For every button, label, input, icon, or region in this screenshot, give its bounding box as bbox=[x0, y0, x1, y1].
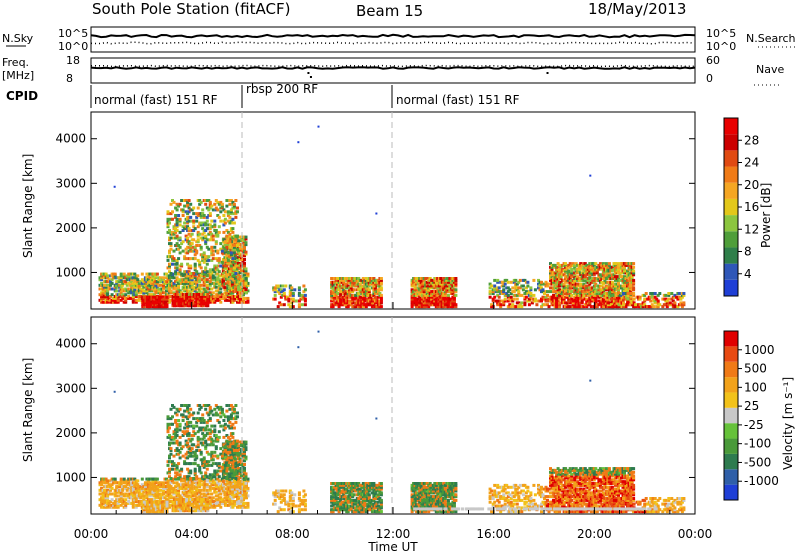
velocity-y-axis: 1000 2000 3000 4000 bbox=[55, 337, 695, 484]
frequency-panel: Freq. [MHz] 18 8 60 0 Nave bbox=[2, 54, 784, 86]
date-label: 18/May/2013 bbox=[588, 0, 686, 18]
x-tick-1: 04:00 bbox=[174, 527, 209, 541]
power-ytick-1000: 1000 bbox=[55, 265, 86, 279]
noise-right-tick-bottom: 10^0 bbox=[706, 40, 736, 53]
power-data bbox=[98, 125, 686, 309]
cpid-segment-3: normal (fast) 151 RF bbox=[396, 93, 520, 107]
nsearch-trace bbox=[90, 41, 696, 45]
freq-ytick-top: 18 bbox=[66, 54, 80, 67]
nave-label: Nave bbox=[756, 63, 784, 76]
power-colorbar-label: Power [dB] bbox=[759, 183, 773, 248]
velocity-ytick-4000: 4000 bbox=[55, 337, 86, 351]
nsky-label: N.Sky bbox=[2, 32, 34, 45]
power-colorbar-tick-0: 4 bbox=[744, 267, 752, 281]
power-colorbar-tick-1: 8 bbox=[744, 245, 752, 259]
cpid-label: CPID bbox=[6, 89, 38, 103]
noise-panel: N.Sky 10^5 10^0 10^5 10^0 N.Search bbox=[2, 26, 796, 53]
power-y-axis: 1000 2000 3000 4000 bbox=[55, 132, 695, 279]
freq-ytick-bottom: 8 bbox=[66, 72, 73, 85]
power-ytick-2000: 2000 bbox=[55, 221, 86, 235]
x-tick-4: 16:00 bbox=[476, 527, 511, 541]
velocity-colorbar-label: Velocity [m s⁻¹] bbox=[781, 377, 795, 470]
velocity-y-axis-label: Slant Range [km] bbox=[21, 358, 35, 462]
noise-ytick-top: 10^5 bbox=[58, 27, 88, 40]
x-axis: 00:00 04:00 08:00 12:00 16:00 20:00 00:00 bbox=[74, 302, 713, 541]
power-y-axis-label: Slant Range [km] bbox=[21, 154, 35, 258]
power-colorbar-tick-3: 16 bbox=[744, 200, 759, 214]
freq-unit-label: [MHz] bbox=[2, 69, 34, 82]
freq-label: Freq. bbox=[2, 56, 29, 69]
velocity-data bbox=[98, 330, 686, 514]
velocity-ytick-2000: 2000 bbox=[55, 426, 86, 440]
nsearch-label: N.Search bbox=[746, 32, 796, 45]
frequency-panel-frame bbox=[90, 57, 696, 84]
velocity-colorbar-tick-0: -1000 bbox=[744, 474, 779, 488]
x-tick-0: 00:00 bbox=[74, 527, 109, 541]
nave-right-tick-bottom: 0 bbox=[706, 72, 713, 85]
frequency-outliers bbox=[307, 72, 549, 78]
beam-label: Beam 15 bbox=[356, 2, 423, 20]
noise-ytick-bottom: 10^0 bbox=[58, 40, 88, 53]
power-colorbar-tick-5: 24 bbox=[744, 156, 759, 170]
power-colorbar-tick-4: 20 bbox=[744, 178, 759, 192]
x-tick-5: 20:00 bbox=[577, 527, 612, 541]
power-colorbar: 4 8 12 16 20 24 28 bbox=[723, 117, 759, 297]
power-panel: 1000 2000 3000 4000 Slant Range [km] 4 8 12 16… bbox=[21, 111, 773, 310]
cpid-row: CPID normal (fast) 151 RF rbsp 200 RF no… bbox=[6, 82, 520, 108]
noise-panel-frame bbox=[90, 26, 696, 53]
velocity-colorbar-tick-4: 25 bbox=[744, 399, 759, 413]
power-ytick-3000: 3000 bbox=[55, 176, 86, 190]
noise-right-tick-top: 10^5 bbox=[706, 27, 736, 40]
nsky-trace bbox=[90, 33, 696, 39]
x-tick-6: 00:00 bbox=[678, 527, 713, 541]
power-colorbar-tick-6: 28 bbox=[744, 133, 759, 147]
velocity-colorbar-tick-1: -500 bbox=[744, 455, 771, 469]
velocity-ytick-1000: 1000 bbox=[55, 470, 86, 484]
cpid-segment-2: rbsp 200 RF bbox=[246, 82, 318, 96]
frequency-trace bbox=[90, 66, 696, 70]
nave-right-tick-top: 60 bbox=[706, 54, 720, 67]
x-tick-3: 12:00 bbox=[376, 527, 411, 541]
velocity-colorbar-tick-2: -100 bbox=[744, 437, 771, 451]
power-colorbar-tick-2: 12 bbox=[744, 222, 759, 236]
velocity-colorbar: -1000 -500 -100 -25 25 100 500 1000 bbox=[723, 330, 779, 501]
nave-trace bbox=[91, 64, 696, 68]
station-title: South Pole Station (fitACF) bbox=[92, 0, 290, 18]
x-axis-label: Time UT bbox=[367, 540, 418, 554]
velocity-ytick-3000: 3000 bbox=[55, 381, 86, 395]
x-tick-2: 08:00 bbox=[275, 527, 310, 541]
velocity-colorbar-tick-3: -25 bbox=[744, 418, 764, 432]
cpid-segment-1: normal (fast) 151 RF bbox=[94, 93, 218, 107]
velocity-colorbar-tick-6: 500 bbox=[744, 362, 767, 376]
velocity-colorbar-tick-5: 100 bbox=[744, 380, 767, 394]
power-ytick-4000: 4000 bbox=[55, 132, 86, 146]
velocity-colorbar-tick-7: 1000 bbox=[744, 343, 775, 357]
